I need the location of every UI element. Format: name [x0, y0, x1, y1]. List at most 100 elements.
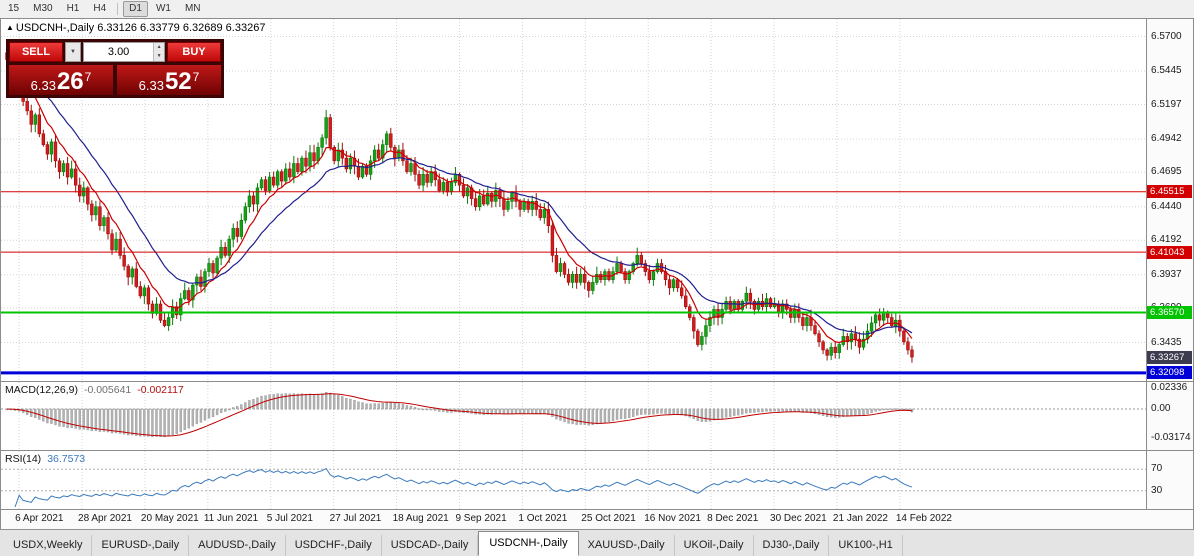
timeframe-button-15[interactable]: 15 [8, 3, 20, 14]
candle [635, 247, 639, 267]
volume-increase-button[interactable]: ▲ [154, 43, 164, 52]
tab-usdchf-daily[interactable]: USDCHF-,Daily [286, 535, 382, 556]
candle [873, 311, 878, 331]
candle [453, 167, 458, 186]
candle [417, 170, 421, 190]
candle [271, 171, 276, 188]
x-axis-label: 1 Oct 2021 [518, 513, 568, 524]
y-axis-label: 6.4440 [1151, 200, 1182, 212]
tab-audusd-daily[interactable]: AUDUSD-,Daily [189, 535, 286, 556]
date-axis[interactable]: 6 Apr 2021 28 Apr 2021 20 May 2021 11 Jun 2… [1, 510, 1193, 530]
candle [393, 144, 397, 167]
timeframe-button-mn[interactable]: MN [184, 3, 201, 14]
candle [627, 269, 631, 284]
candle [110, 229, 114, 255]
candle [61, 160, 66, 177]
timeframe-toolbar: 15 M30 H1 H4 D1 W1 MN [0, 0, 1194, 19]
bid-price-sup: 7 [84, 70, 92, 84]
tab-xauusd-daily[interactable]: XAUUSD-,Daily [579, 535, 675, 556]
candle [191, 283, 195, 308]
candle [877, 308, 882, 327]
chart-tab-bar: USDX,Weekly EURUSD-,Daily AUDUSD-,Daily USD… [0, 529, 1194, 556]
candle [389, 127, 393, 151]
candle [546, 201, 551, 233]
price-level-tag: 6.32098 [1147, 366, 1192, 380]
ma-slow-line [6, 58, 913, 335]
candle [235, 221, 239, 243]
candle [368, 155, 373, 180]
candle [223, 242, 227, 258]
candle [890, 313, 894, 328]
bid-price-display[interactable]: 6.33 26 7 [9, 65, 113, 95]
timeframe-button-d1[interactable]: D1 [123, 1, 148, 17]
candle [211, 260, 215, 279]
tab-usdcad-daily[interactable]: USDCAD-,Daily [382, 535, 479, 556]
rsi-value: 36.7573 [47, 453, 86, 465]
candle [566, 268, 571, 286]
x-axis-label: 27 Jul 2021 [329, 513, 382, 524]
tab-dj30-daily[interactable]: DJ30-,Daily [754, 535, 830, 556]
candle [376, 143, 381, 161]
timeframe-button-m30[interactable]: M30 [33, 3, 53, 14]
macd-plot-area[interactable]: MACD(12,26,9) -0.005641 -0.002117 [1, 382, 1147, 450]
volume-input[interactable] [84, 43, 154, 61]
price-level-tag: 6.45515 [1147, 185, 1192, 199]
ask-price-display[interactable]: 6.33 52 7 [117, 65, 221, 95]
candle [360, 163, 365, 179]
x-axis-label: 25 Oct 2021 [581, 513, 636, 524]
timeframe-button-w1[interactable]: W1 [155, 3, 171, 14]
candle [607, 268, 611, 282]
macd-axis-label: -0.03174 [1151, 431, 1191, 443]
candle [578, 268, 583, 286]
tab-ukoil-daily[interactable]: UKOil-,Daily [675, 535, 754, 556]
rsi-pane: RSI(14) 36.7573 70 30 [1, 451, 1193, 510]
candle [570, 271, 575, 289]
tab-usdcnh-daily[interactable]: USDCNH-,Daily [478, 531, 579, 556]
candle [740, 299, 744, 313]
tab-usdx-weekly[interactable]: USDX,Weekly [4, 535, 93, 556]
candle [199, 269, 203, 291]
timeframe-button-h1[interactable]: H1 [66, 3, 80, 14]
candle [57, 158, 62, 179]
candle [33, 112, 37, 133]
candle [498, 187, 502, 207]
tab-uk100-h1[interactable]: UK100-,H1 [829, 535, 903, 556]
y-axis-label: 6.5197 [1151, 98, 1182, 110]
candle [562, 261, 567, 279]
candle [385, 130, 389, 153]
candle [490, 191, 494, 208]
rsi-plot-area[interactable]: RSI(14) 36.7573 [1, 451, 1147, 509]
price-plot-area[interactable]: ▲ USDCNH-,Daily 6.33126 6.33779 6.32689 6… [1, 19, 1147, 381]
buy-button[interactable]: BUY [167, 42, 221, 62]
volume-decrease-button[interactable]: ▼ [154, 52, 164, 61]
macd-histogram [5, 392, 914, 438]
rsi-axis[interactable]: 70 30 [1146, 451, 1193, 509]
sell-button[interactable]: SELL [9, 42, 63, 62]
candle [227, 235, 231, 264]
candle [324, 110, 328, 145]
candle [73, 160, 78, 193]
candle [122, 247, 126, 271]
candle [409, 157, 413, 176]
candle [166, 312, 171, 331]
candle [425, 169, 429, 188]
y-axis-label: 6.4695 [1151, 166, 1182, 178]
candle [126, 264, 130, 286]
y-axis-label: 6.5700 [1151, 30, 1182, 42]
volume-dropdown-button[interactable]: ▼ [65, 42, 81, 62]
x-axis-label: 5 Jul 2021 [266, 513, 313, 524]
candle [486, 185, 490, 206]
candle [869, 316, 874, 337]
candle [118, 232, 122, 259]
price-axis[interactable]: 6.5700 6.5445 6.5197 6.4942 6.4695 6.4440 6.41… [1146, 19, 1193, 381]
candle [623, 268, 627, 284]
macd-axis[interactable]: 0.02336 0.00 -0.03174 [1146, 382, 1193, 450]
candle [857, 332, 862, 354]
candle [510, 190, 514, 210]
timeframe-button-h4[interactable]: H4 [93, 3, 107, 14]
candle [449, 177, 454, 195]
candle [336, 142, 340, 168]
candle [502, 192, 506, 217]
tab-eurusd-daily[interactable]: EURUSD-,Daily [92, 535, 190, 556]
